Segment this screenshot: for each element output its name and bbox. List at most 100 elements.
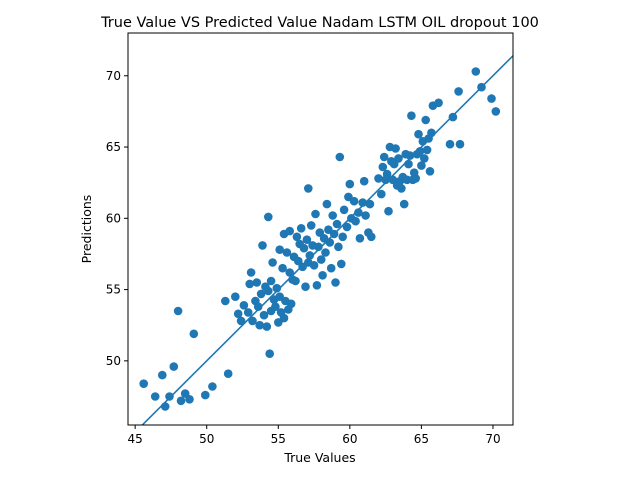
data-point-131 [411, 174, 421, 183]
data-point-56 [291, 276, 300, 286]
data-point-128 [407, 111, 416, 120]
data-point-3 [160, 402, 170, 411]
data-point-52 [285, 226, 295, 236]
data-point-70 [309, 261, 319, 270]
x-tick-label-5: 70 [485, 432, 500, 446]
data-point-91 [339, 205, 349, 215]
data-point-33 [264, 212, 273, 222]
data-point-137 [420, 154, 429, 163]
data-point-40 [272, 283, 282, 293]
data-point-96 [349, 196, 359, 206]
data-point-19 [243, 308, 253, 317]
data-point-28 [258, 241, 267, 250]
data-point-141 [425, 167, 435, 176]
x-axis-label: True Values [283, 450, 355, 465]
data-point-144 [434, 98, 443, 108]
data-point-62 [299, 243, 309, 253]
data-point-49 [282, 248, 292, 257]
data-point-139 [422, 145, 432, 155]
x-tick-label-0: 45 [128, 432, 143, 446]
data-point-150 [477, 82, 486, 92]
data-point-20 [245, 279, 254, 289]
data-point-88 [335, 152, 345, 162]
data-point-83 [328, 211, 338, 220]
data-point-73 [314, 242, 323, 252]
data-point-67 [305, 251, 315, 260]
data-point-68 [306, 221, 316, 230]
data-point-29 [259, 310, 269, 320]
data-point-152 [491, 107, 501, 116]
y-tick-label-1: 55 [106, 283, 121, 297]
data-point-21 [246, 268, 256, 277]
data-point-127 [405, 151, 415, 160]
data-point-98 [354, 208, 363, 217]
data-point-2 [158, 370, 167, 380]
data-point-71 [311, 209, 320, 219]
data-point-7 [176, 396, 186, 406]
data-point-14 [223, 369, 233, 379]
data-point-92 [342, 222, 352, 232]
x-tick-label-2: 55 [271, 432, 286, 446]
data-point-94 [345, 179, 355, 189]
data-point-43 [275, 245, 285, 254]
y-axis-label: Predictions [79, 195, 94, 264]
plot-frame [127, 32, 514, 426]
data-point-149 [471, 67, 481, 76]
y-axis: 50 55 60 65 70 [106, 69, 128, 368]
data-point-97 [351, 216, 360, 226]
data-point-119 [394, 154, 403, 163]
data-point-142 [427, 128, 436, 138]
data-point-1 [150, 392, 160, 401]
data-point-100 [358, 198, 368, 207]
data-point-24 [252, 278, 262, 287]
data-point-6 [173, 306, 183, 316]
data-point-147 [454, 87, 463, 96]
y-tick-label-2: 60 [106, 211, 121, 225]
data-point-82 [326, 263, 336, 273]
x-tick-label-4: 65 [414, 432, 429, 446]
data-point-47 [279, 313, 289, 323]
data-point-102 [361, 211, 370, 220]
data-point-146 [448, 112, 458, 122]
data-point-36 [266, 276, 276, 286]
chart-title: True Value VS Predicted Value Nadam LSTM… [100, 15, 539, 31]
data-point-64 [302, 235, 312, 244]
data-point-32 [264, 286, 273, 296]
x-axis: 45 50 55 60 65 70 [128, 425, 501, 446]
data-point-25 [253, 302, 263, 312]
data-point-17 [236, 316, 246, 326]
data-point-78 [321, 248, 330, 257]
plot-area [139, 55, 513, 425]
data-point-145 [445, 139, 455, 149]
data-point-121 [397, 184, 406, 193]
data-point-16 [233, 309, 243, 319]
data-point-104 [365, 199, 375, 209]
data-point-75 [316, 255, 326, 264]
x-tick-label-1: 50 [199, 432, 214, 446]
data-point-15 [231, 292, 240, 302]
data-point-106 [374, 174, 383, 183]
data-point-123 [399, 199, 409, 209]
data-point-87 [334, 242, 343, 252]
data-point-11 [201, 390, 210, 400]
data-point-151 [487, 94, 496, 103]
data-point-76 [318, 271, 327, 280]
data-point-18 [239, 301, 249, 310]
data-point-81 [325, 238, 335, 247]
data-point-45 [278, 263, 287, 273]
y-tick-label-3: 65 [106, 140, 121, 154]
data-point-133 [414, 129, 423, 139]
data-point-63 [301, 282, 310, 292]
data-point-60 [296, 224, 306, 233]
data-point-13 [221, 296, 230, 306]
data-point-72 [312, 281, 322, 290]
data-point-51 [285, 268, 295, 277]
y-tick-label-0: 50 [106, 354, 121, 368]
data-point-135 [417, 161, 426, 170]
data-point-12 [208, 382, 217, 391]
data-point-9 [185, 395, 194, 404]
data-point-31 [262, 322, 272, 331]
data-point-117 [391, 144, 400, 153]
data-point-126 [404, 159, 413, 169]
